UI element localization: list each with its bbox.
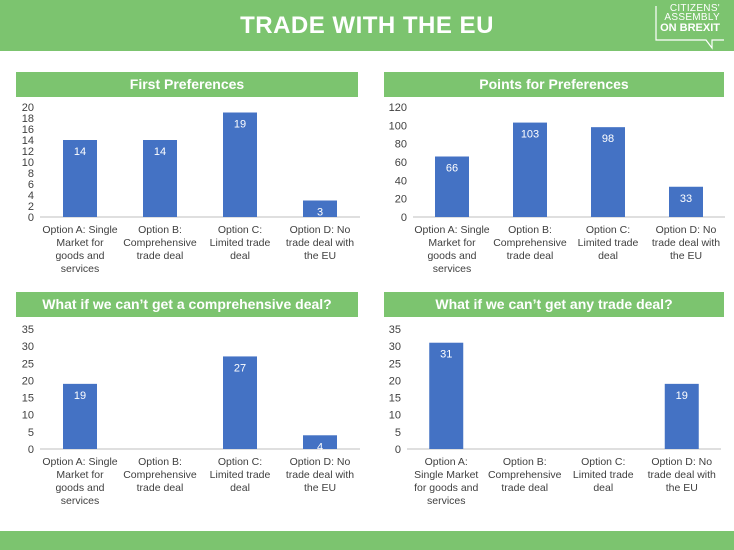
y-tick-label: 100: [389, 120, 407, 132]
y-tick-label: 8: [28, 168, 34, 180]
y-tick-label: 25: [389, 358, 401, 370]
category-label: Option D: No trade deal with the EU: [286, 224, 354, 262]
page-title: TRADE WITH THE EU: [240, 12, 494, 39]
header-bar: [0, 0, 734, 51]
y-tick-label: 4: [28, 190, 34, 202]
y-tick-label: 10: [22, 157, 34, 169]
y-tick-label: 2: [28, 201, 34, 213]
data-label: 98: [602, 133, 614, 145]
bar: [435, 156, 469, 217]
y-tick-label: 30: [22, 341, 34, 353]
bar: [223, 356, 257, 449]
chart-no-trade-deal: 0 5 10 15 20 25 30 35 31 Option A: Single Market fo…: [389, 324, 721, 507]
y-tick-label: 80: [395, 139, 407, 151]
y-tick-label: 60: [395, 157, 407, 169]
y-tick-label: 18: [22, 113, 34, 125]
chart-points-for-preferences: 0 20 40 60 80 100 120 66 Option A: Single Market …: [389, 102, 725, 275]
chart-title-any-trade-deal: What if we can’t get any trade deal?: [384, 292, 724, 317]
y-tick-label: 20: [22, 102, 34, 114]
y-tick-label: 120: [389, 102, 407, 114]
y-tick-label: 5: [395, 427, 401, 439]
data-label: 27: [234, 362, 246, 374]
data-label: 66: [446, 163, 458, 175]
data-label: 19: [74, 390, 86, 402]
data-label: 19: [234, 119, 246, 131]
y-tick-label: 15: [389, 393, 401, 405]
y-tick-label: 20: [389, 375, 401, 387]
category-label: Option C: Limited trade deal: [210, 224, 271, 262]
y-tick-label: 0: [28, 212, 34, 224]
bar: [669, 186, 703, 217]
bar: [303, 200, 337, 217]
y-tick-label: 40: [395, 175, 407, 187]
y-tick-label: 20: [395, 194, 407, 206]
chart-title-points-for-preferences: Points for Preferences: [384, 72, 724, 97]
category-label: Option A: Single Market for goods and servi…: [414, 224, 489, 275]
chart-title-first-preferences: First Preferences: [16, 72, 358, 97]
y-tick-label: 14: [22, 135, 34, 147]
logo-text-line3: ON BREXIT: [660, 22, 720, 34]
bar: [63, 383, 97, 449]
y-tick-label: 25: [22, 358, 34, 370]
category-label: Option A: Single Market for goods and servi…: [414, 456, 478, 507]
y-tick-label: 12: [22, 146, 34, 158]
data-label: 103: [521, 129, 539, 141]
bar: [429, 342, 464, 449]
y-tick-label: 30: [389, 341, 401, 353]
data-label: 14: [74, 146, 86, 158]
y-tick-label: 35: [389, 324, 401, 336]
y-tick-label: 15: [22, 393, 34, 405]
chart-title-comprehensive-deal: What if we can’t get a comprehensive dea…: [16, 292, 358, 317]
data-label: 14: [154, 146, 166, 158]
category-label: Option B: Comprehensive trade deal: [493, 224, 567, 262]
y-tick-label: 0: [395, 444, 401, 456]
y-tick-label: 10: [22, 410, 34, 422]
category-label: Option B: Comprehensive trade deal: [123, 456, 197, 494]
bar: [143, 140, 177, 217]
data-label: 3: [317, 207, 323, 219]
y-tick-label: 6: [28, 179, 34, 191]
logo-frame-icon: [655, 6, 724, 50]
y-tick-label: 0: [28, 444, 34, 456]
category-label: Option A: Single Market for goods and servi…: [42, 456, 117, 507]
category-label: Option B: Comprehensive trade deal: [488, 456, 562, 494]
y-tick-label: 35: [22, 324, 34, 336]
logo-text-line2: ASSEMBLY: [664, 12, 720, 23]
bar: [664, 383, 699, 449]
y-tick-label: 10: [389, 410, 401, 422]
data-label: 19: [676, 390, 688, 402]
logo-text-line1: CITIZENS': [669, 3, 720, 14]
data-label: 31: [440, 349, 452, 361]
category-label: Option D: No trade deal with the EU: [648, 456, 716, 494]
chart-no-comprehensive-deal: 0 5 10 15 20 25 30 35 19 Option A: Single Market f…: [22, 324, 360, 507]
data-label: 4: [317, 441, 323, 453]
bar: [223, 112, 257, 217]
category-label: Option D: No trade deal with the EU: [286, 456, 354, 494]
bar: [303, 435, 337, 449]
category-label: Option C: Limited trade deal: [578, 224, 639, 262]
category-label: Option D: No trade deal with the EU: [652, 224, 720, 262]
category-label: Option C: Limited trade deal: [210, 456, 271, 494]
y-tick-label: 20: [22, 375, 34, 387]
category-label: Option B: Comprehensive trade deal: [123, 224, 197, 262]
y-tick-label: 0: [401, 212, 407, 224]
category-label: Option C: Limited trade deal: [573, 456, 634, 494]
bar: [63, 140, 97, 217]
footer-bar: [0, 531, 734, 550]
citizens-assembly-logo: CITIZENS' ASSEMBLY ON BREXIT: [650, 2, 730, 50]
bar: [591, 127, 625, 217]
data-label: 33: [680, 193, 692, 205]
y-tick-label: 5: [28, 427, 34, 439]
bar: [513, 122, 547, 217]
y-tick-label: 16: [22, 124, 34, 136]
category-label: Option A: Single Market for goods and servi…: [42, 224, 117, 275]
